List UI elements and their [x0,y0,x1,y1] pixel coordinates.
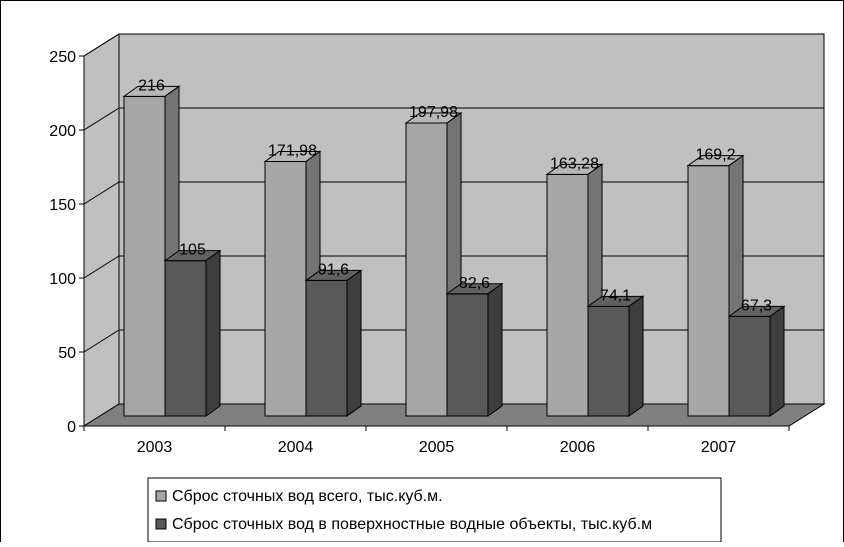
data-labels: 216 105 171,98 91,6 197,98 82,6 163,28 74,1 169,… [138,77,772,314]
bar-front [405,122,448,417]
legend-box [147,477,722,543]
bar-side [487,282,503,417]
data-label: 105 [179,242,206,259]
legend: Сброс сточных вод всего, тыс.куб.м. Сброс… [147,477,722,543]
y-tick-label: 200 [49,123,76,140]
y-tick-label: 150 [49,197,76,214]
data-label: 67,3 [741,297,772,314]
legend-label: Сброс сточных вод всего, тыс.куб.м. [172,488,443,505]
data-label: 197,98 [409,104,458,121]
bar-front [546,173,589,417]
y-tick-label: 250 [49,49,76,66]
bar-front [164,260,207,417]
data-label: 163,28 [550,155,599,172]
bar-front [446,293,489,417]
legend-swatch [155,518,167,530]
y-tick-label: 0 [67,419,76,436]
data-label: 82,6 [459,275,490,292]
axes: 0 50 100 150 200 250 2003 2004 2005 2006 2007 [49,49,790,456]
legend-label: Сброс сточных вод в поверхностные водные… [172,516,652,533]
data-label: 169,2 [695,147,735,164]
gridline [83,33,824,57]
bar-front [123,95,166,417]
x-tick-label: 2006 [560,439,596,456]
gridline [83,107,824,131]
data-label: 216 [138,77,165,94]
x-tick-label: 2005 [419,439,455,456]
bars [122,85,786,417]
bar-front [305,279,348,417]
bar-side [628,295,644,417]
bar-front [587,305,630,417]
side-wall [83,33,120,427]
legend-swatch [155,490,167,502]
bar-side [769,305,785,417]
x-tick-label: 2004 [278,439,314,456]
bar-front [264,160,307,417]
x-tick-label: 2007 [701,439,737,456]
y-tick-label: 100 [49,271,76,288]
data-label: 74,1 [600,287,631,304]
x-tick-label: 2003 [137,439,173,456]
y-tick-label: 50 [58,345,76,362]
bar-front [728,315,771,417]
bar-side [205,249,221,417]
bar-side [346,269,362,417]
data-label: 91,6 [318,261,349,278]
bar-front [687,165,730,417]
data-label: 171,98 [268,142,317,159]
